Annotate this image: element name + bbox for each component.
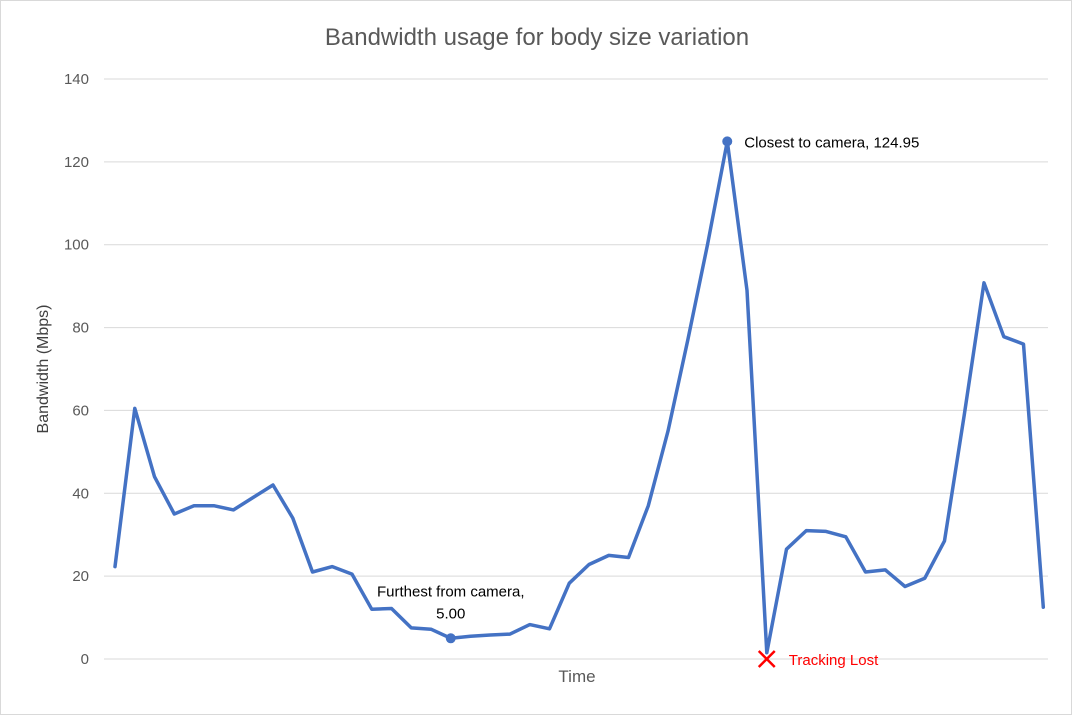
y-axis-ticks: 0 20 40 60 80 100 120 140: [64, 71, 89, 668]
y-tick-label: 0: [81, 651, 89, 668]
tracking-lost-x-stroke: [757, 650, 776, 668]
gridlines: [104, 78, 1048, 660]
y-tick-label: 80: [72, 320, 89, 337]
x-axis-label: Time: [558, 667, 595, 686]
y-tick-label: 20: [72, 568, 89, 585]
min-point-marker: [445, 633, 456, 644]
y-tick-label: 40: [72, 485, 89, 502]
chart-title: Bandwidth usage for body size variation: [325, 24, 749, 51]
y-axis-label: Bandwidth (Mbps): [35, 305, 52, 434]
series-layer: [113, 139, 1046, 655]
max-point-label: Closest to camera, 124.95: [744, 134, 919, 151]
series-line: [113, 139, 1046, 655]
min-point-label-line1: Furthest from camera,: [377, 583, 525, 600]
tracking-lost-x-icon: [757, 650, 776, 668]
y-tick-label: 100: [64, 237, 89, 254]
min-point-label-line2: 5.00: [436, 605, 465, 622]
y-tick-label: 140: [64, 71, 89, 88]
annotations: Closest to camera, 124.95 Furthest from …: [377, 134, 919, 669]
y-tick-label: 120: [64, 154, 89, 171]
max-point-marker: [722, 136, 733, 147]
y-tick-label: 60: [72, 402, 89, 419]
tracking-lost-label: Tracking Lost: [789, 652, 879, 669]
